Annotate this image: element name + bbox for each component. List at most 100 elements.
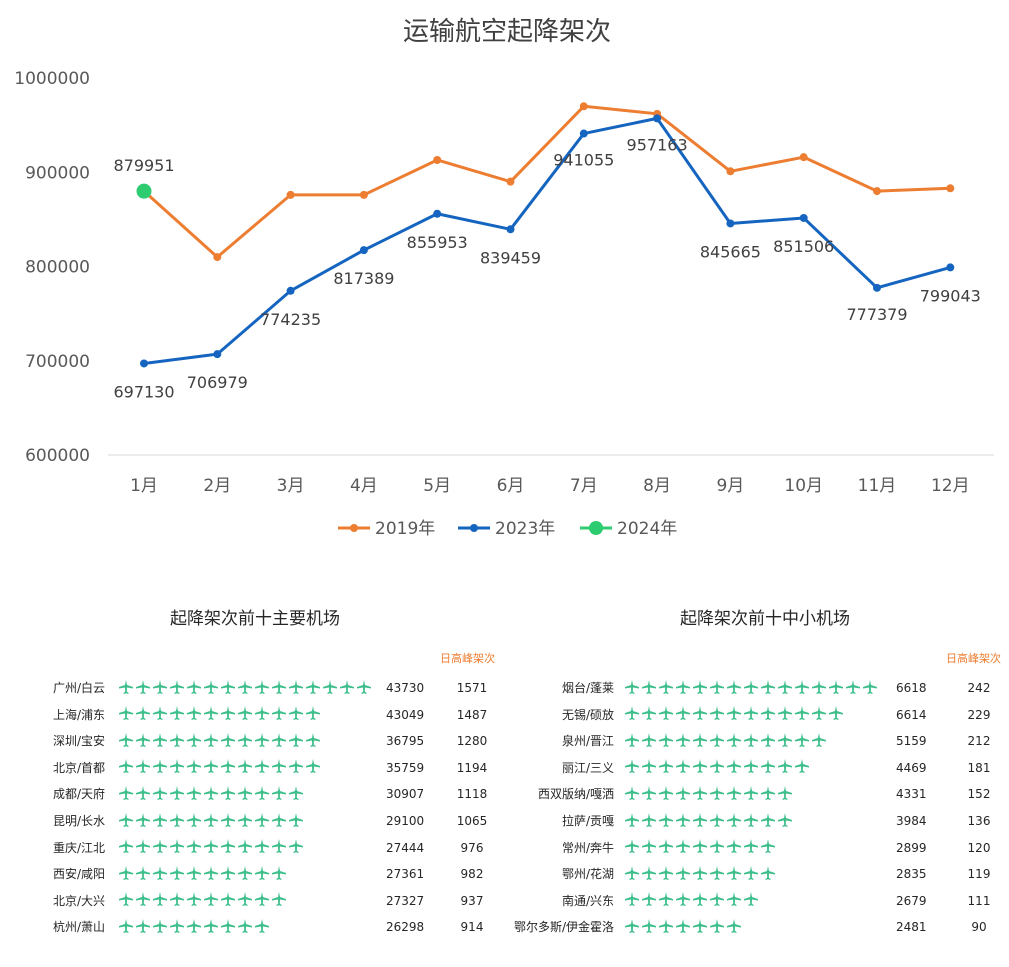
legend-marker-0 — [350, 524, 358, 532]
airplane-icon — [255, 812, 269, 827]
daily-peak: 119 — [967, 867, 991, 882]
airplane-icon — [642, 706, 656, 721]
major-airports-title: 起降架次前十主要机场 — [170, 609, 340, 629]
movement-count: 2899 — [896, 840, 927, 855]
airplane-icon — [693, 918, 707, 933]
airplane-icon — [136, 918, 150, 933]
airplane-icon — [272, 812, 286, 827]
airplane-icon — [204, 865, 218, 880]
movement-count: 5159 — [896, 734, 927, 749]
airplane-icon — [710, 812, 724, 827]
airplane-icon — [761, 865, 775, 880]
daily-peak: 976 — [460, 840, 484, 855]
movement-count: 2679 — [896, 893, 927, 908]
airplane-icon — [659, 918, 673, 933]
movement-count: 2835 — [896, 867, 927, 882]
series-point-1 — [213, 350, 222, 359]
airplane-icon — [221, 732, 235, 747]
series-point-0 — [506, 177, 515, 186]
movement-count: 30907 — [386, 787, 425, 802]
airport-name: 上海/浦东 — [52, 707, 105, 722]
airplane-icon — [153, 785, 167, 800]
airplane-icon — [255, 759, 269, 774]
airplane-icon — [238, 732, 252, 747]
airplane-icon — [829, 679, 843, 694]
airplane-icon — [119, 892, 133, 907]
airplane-icon — [778, 785, 792, 800]
table-row: 南通/兴东 2679 111 — [500, 889, 1009, 913]
series-point-0 — [359, 190, 368, 199]
minor-airports-title: 起降架次前十中小机场 — [680, 609, 850, 629]
airplane-icon — [204, 892, 218, 907]
airplane-icon — [676, 679, 690, 694]
table-row: 深圳/宝安 36795 1280 — [0, 729, 510, 753]
data-label-2023: 941055 — [553, 151, 614, 170]
daily-peak: 212 — [967, 734, 991, 749]
airplane-icon — [642, 759, 656, 774]
airplane-icon — [289, 706, 303, 721]
airplane-icon — [187, 839, 201, 854]
airplane-icon — [238, 679, 252, 694]
airplane-icon — [659, 812, 673, 827]
x-tick-label: 8月 — [643, 476, 671, 496]
airplane-icon — [659, 865, 673, 880]
plane-icon-bar — [624, 836, 777, 860]
airplane-icon — [744, 892, 758, 907]
daily-peak: 242 — [967, 681, 991, 695]
airplane-icon — [119, 706, 133, 721]
movement-count: 6614 — [896, 707, 927, 722]
plane-icon-bar — [118, 889, 288, 913]
airplane-icon — [136, 892, 150, 907]
airport-name: 烟台/蓬莱 — [561, 681, 614, 695]
airplane-icon — [625, 812, 639, 827]
airplane-icon — [289, 785, 303, 800]
airport-name: 拉萨/贡嘎 — [561, 814, 614, 828]
line-chart: 运输航空起降架次 1000000 900000 800000 700000 600000… — [14, 17, 994, 539]
plane-icon-bar — [624, 915, 743, 939]
airplane-icon — [642, 892, 656, 907]
table-row: 烟台/蓬莱 6618 242 — [500, 676, 1009, 700]
airplane-icon — [204, 785, 218, 800]
chart-title: 运输航空起降架次 — [403, 17, 611, 47]
series-point-0 — [799, 153, 808, 162]
y-tick-label: 800000 — [25, 258, 90, 278]
airplane-icon — [187, 759, 201, 774]
airplane-icon — [778, 679, 792, 694]
airplane-icon — [659, 679, 673, 694]
airplane-icon — [221, 679, 235, 694]
airport-name: 北京/首都 — [52, 760, 105, 775]
airplane-icon — [625, 706, 639, 721]
plane-icon-bar — [624, 809, 794, 833]
airplane-icon — [153, 865, 167, 880]
airplane-icon — [136, 732, 150, 747]
plane-icon-bar — [118, 756, 322, 780]
airplane-icon — [846, 679, 860, 694]
daily-peak: 120 — [967, 840, 991, 855]
airplane-icon — [170, 759, 184, 774]
airplane-icon — [625, 865, 639, 880]
table-row: 鄂州/花湖 2835 119 — [500, 862, 1009, 886]
airplane-icon — [306, 679, 320, 694]
airplane-icon — [289, 759, 303, 774]
airplane-icon — [761, 732, 775, 747]
airplane-icon — [187, 732, 201, 747]
x-tick-label: 11月 — [858, 476, 897, 496]
data-label-2023: 855953 — [407, 233, 468, 252]
airplane-icon — [136, 865, 150, 880]
movement-count: 43730 — [386, 681, 425, 695]
airplane-icon — [136, 759, 150, 774]
movement-count: 43049 — [386, 707, 425, 722]
airplane-icon — [119, 918, 133, 933]
data-label-2023: 845665 — [700, 242, 761, 261]
airplane-icon — [272, 732, 286, 747]
daily-peak: 90 — [971, 920, 987, 935]
airplane-icon — [676, 865, 690, 880]
airplane-icon — [204, 839, 218, 854]
airplane-icon — [221, 839, 235, 854]
airport-name: 深圳/宝安 — [52, 734, 105, 749]
table-row: 北京/大兴 27327 937 — [0, 889, 510, 913]
airplane-icon — [153, 679, 167, 694]
airplane-icon — [744, 732, 758, 747]
daily-peak: 1065 — [456, 814, 488, 828]
y-tick-label: 900000 — [25, 163, 90, 183]
